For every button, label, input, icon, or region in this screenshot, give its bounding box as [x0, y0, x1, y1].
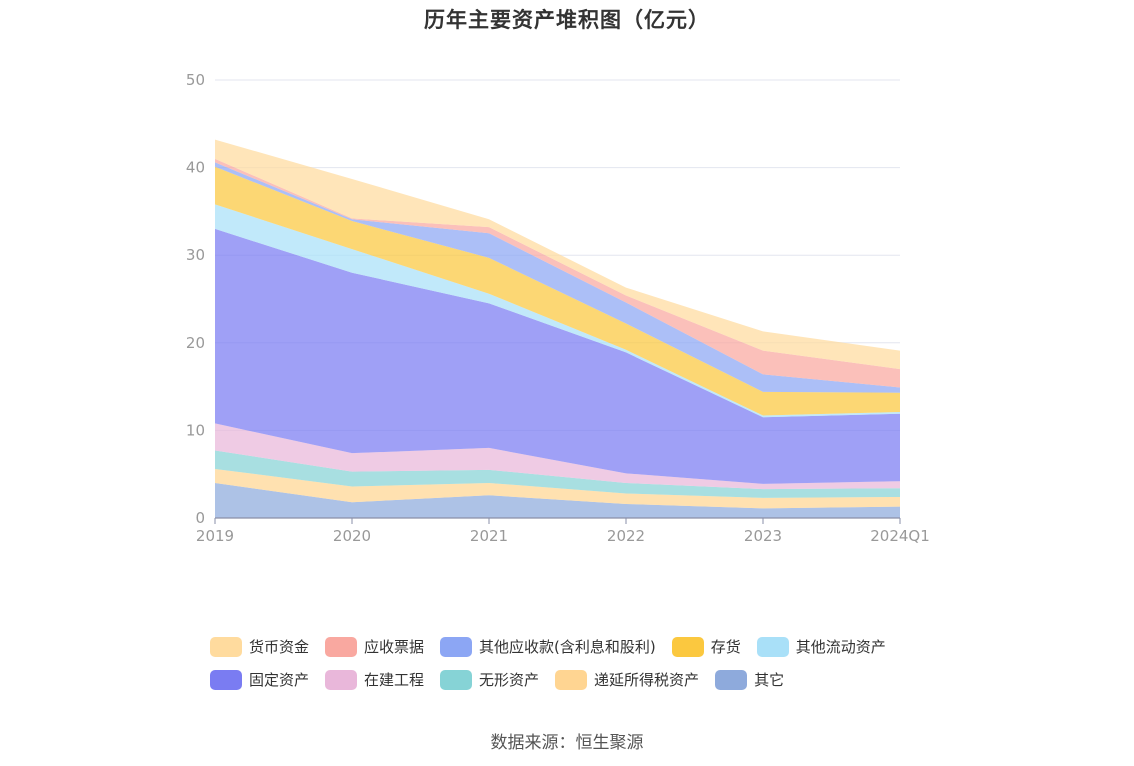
area-series [215, 139, 900, 370]
legend-item[interactable]: 货币资金 [210, 636, 309, 657]
legend-swatch [715, 669, 748, 690]
area-series [215, 166, 900, 416]
x-tick-label: 2020 [333, 527, 371, 545]
legend-swatch [325, 669, 358, 690]
y-tick-label: 20 [186, 334, 205, 352]
legend-swatch [671, 636, 704, 657]
legend-item[interactable]: 存货 [671, 636, 741, 657]
legend-swatch [756, 636, 789, 657]
legend-label: 其他流动资产 [795, 638, 886, 656]
x-tick-label: 2024Q1 [870, 527, 930, 545]
chart-legend: 货币资金 应收票据 其他应收款(含利息和股利) 存货 其他流动资产 固定资产 在建工程 无形… [210, 630, 930, 696]
legend-swatch [555, 669, 588, 690]
legend-row-2: 固定资产 在建工程 无形资产 递延所得税资产 其它 [210, 663, 930, 696]
area-series [215, 450, 900, 498]
legend-item[interactable]: 递延所得税资产 [555, 669, 699, 690]
legend-label: 存货 [710, 638, 741, 656]
legend-item[interactable]: 固定资产 [210, 669, 309, 690]
y-tick-label: 10 [186, 421, 205, 439]
legend-label: 其他应收款(含利息和股利) [479, 638, 656, 656]
y-tick-label: 40 [186, 159, 205, 177]
x-tick-label: 2023 [744, 527, 782, 545]
legend-item[interactable]: 其它 [715, 669, 784, 690]
legend-item[interactable]: 其他应收款(含利息和股利) [440, 636, 656, 657]
legend-swatch [440, 636, 473, 657]
data-source-note: 数据来源：恒生聚源 [490, 733, 644, 753]
legend-label: 在建工程 [364, 671, 425, 689]
x-tick-label: 2021 [470, 527, 508, 545]
area-series [215, 228, 900, 484]
legend-label: 其它 [754, 671, 785, 689]
legend-swatch [325, 636, 358, 657]
legend-swatch [440, 669, 473, 690]
legend-item[interactable]: 其他流动资产 [756, 636, 886, 657]
legend-item[interactable]: 应收票据 [325, 636, 424, 657]
x-tick-label: 2022 [607, 527, 645, 545]
area-series [215, 482, 900, 518]
legend-label: 无形资产 [479, 671, 540, 689]
x-tick-label: 2019 [196, 527, 234, 545]
legend-row-1: 货币资金 应收票据 其他应收款(含利息和股利) 存货 其他流动资产 [210, 630, 930, 663]
legend-label: 递延所得税资产 [594, 671, 700, 689]
legend-label: 固定资产 [249, 671, 310, 689]
y-tick-label: 30 [186, 246, 205, 264]
legend-swatch [210, 669, 242, 690]
stacked-area-chart: 0 10 20 30 40 50 2019 2020 2021 2022 2023 2024Q1 [186, 71, 930, 545]
area-series [215, 158, 900, 388]
chart-title: 历年主要资产堆积图（亿元） [424, 8, 710, 32]
legend-swatch [210, 636, 242, 657]
legend-label: 应收票据 [364, 638, 425, 656]
y-tick-label: 50 [186, 71, 205, 89]
legend-item[interactable]: 无形资产 [440, 669, 539, 690]
area-series [215, 162, 900, 393]
y-tick-label: 0 [195, 509, 205, 527]
area-series [215, 468, 900, 509]
legend-item[interactable]: 在建工程 [325, 669, 424, 690]
legend-label: 货币资金 [249, 638, 310, 656]
